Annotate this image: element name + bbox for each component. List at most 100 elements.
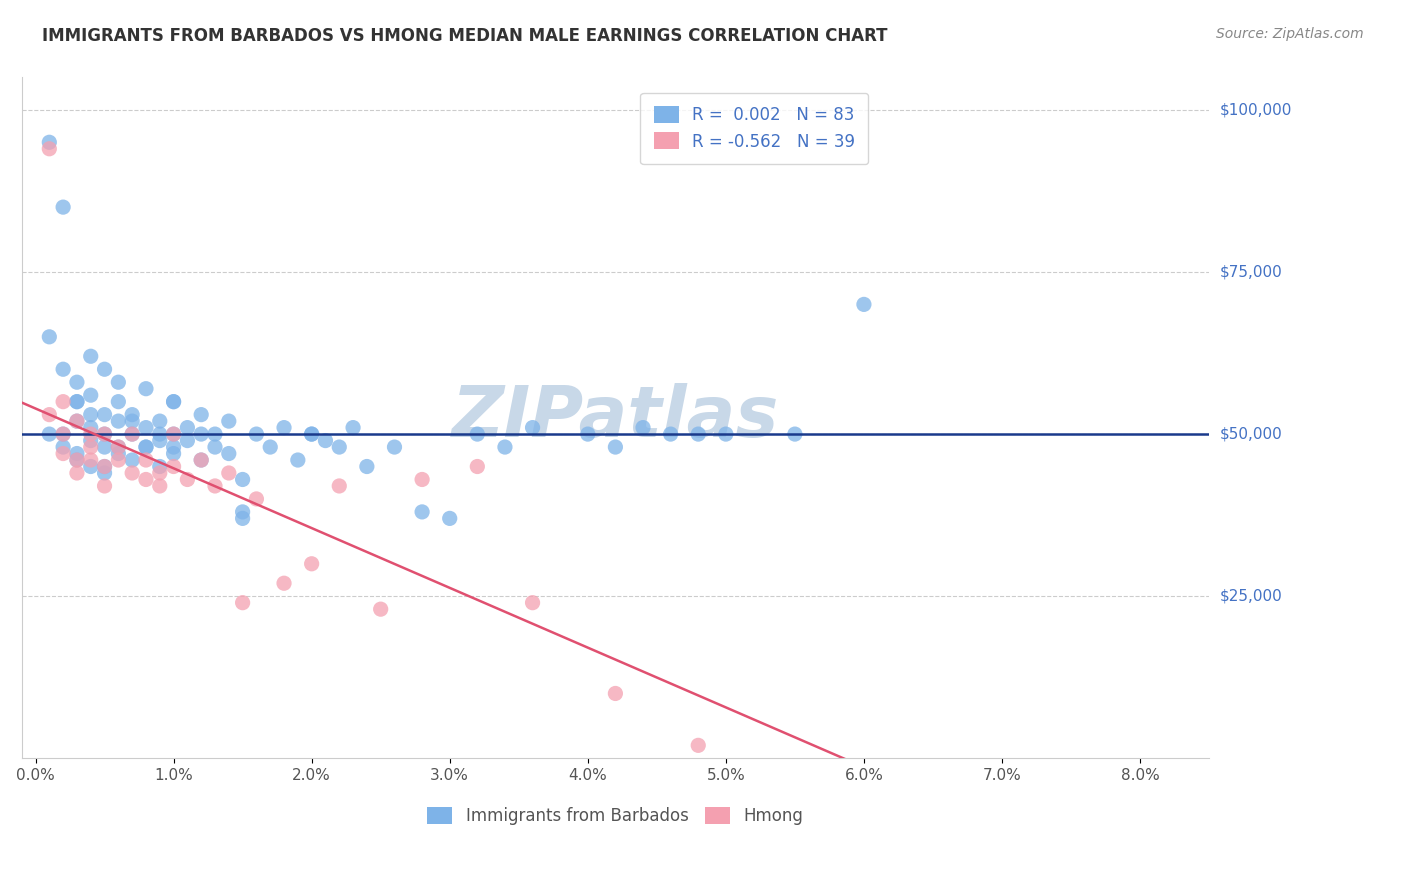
Text: IMMIGRANTS FROM BARBADOS VS HMONG MEDIAN MALE EARNINGS CORRELATION CHART: IMMIGRANTS FROM BARBADOS VS HMONG MEDIAN… [42,27,887,45]
Point [301,427,323,442]
Point [301,427,323,442]
Text: $25,000: $25,000 [1220,589,1282,604]
Point [80,420,103,434]
Point [232,505,254,519]
Point [107,414,129,428]
Point [52,446,75,460]
Point [218,446,240,460]
Legend: Immigrants from Barbados, Hmong: Immigrants from Barbados, Hmong [420,800,810,831]
Point [107,440,129,454]
Point [162,394,184,409]
Point [93,459,115,474]
Point [852,297,875,311]
Point [93,459,115,474]
Point [80,349,103,363]
Text: $75,000: $75,000 [1220,264,1282,279]
Point [259,440,281,454]
Point [301,557,323,571]
Point [121,427,143,442]
Point [107,453,129,467]
Point [576,427,599,442]
Point [66,453,89,467]
Point [465,459,488,474]
Point [162,446,184,460]
Point [121,408,143,422]
Point [121,453,143,467]
Text: ZIPatlas: ZIPatlas [451,384,779,452]
Point [80,440,103,454]
Point [80,388,103,402]
Point [605,440,627,454]
Point [149,427,172,442]
Point [52,394,75,409]
Point [204,479,226,493]
Text: $50,000: $50,000 [1220,426,1282,442]
Point [93,479,115,493]
Point [38,142,60,156]
Point [149,434,172,448]
Point [342,420,364,434]
Point [411,505,433,519]
Point [66,453,89,467]
Point [605,686,627,700]
Point [162,427,184,442]
Point [135,440,157,454]
Point [659,427,682,442]
Point [135,420,157,434]
Point [66,414,89,428]
Text: $100,000: $100,000 [1220,103,1292,118]
Point [149,414,172,428]
Point [93,427,115,442]
Point [80,427,103,442]
Point [176,473,198,487]
Point [356,459,378,474]
Point [93,466,115,480]
Point [465,427,488,442]
Point [162,394,184,409]
Point [38,408,60,422]
Point [107,394,129,409]
Point [176,434,198,448]
Text: Source: ZipAtlas.com: Source: ZipAtlas.com [1216,27,1364,41]
Point [135,473,157,487]
Point [135,382,157,396]
Point [66,446,89,460]
Point [38,136,60,150]
Point [273,420,295,434]
Point [384,440,406,454]
Point [162,459,184,474]
Point [52,362,75,376]
Point [80,408,103,422]
Point [370,602,392,616]
Point [190,408,212,422]
Point [190,427,212,442]
Point [494,440,516,454]
Point [66,394,89,409]
Point [149,459,172,474]
Point [328,479,350,493]
Point [204,427,226,442]
Point [688,739,710,753]
Point [93,440,115,454]
Point [80,434,103,448]
Point [162,427,184,442]
Point [631,420,654,434]
Point [52,200,75,214]
Point [149,479,172,493]
Point [232,511,254,525]
Point [38,427,60,442]
Point [93,408,115,422]
Point [52,427,75,442]
Point [80,453,103,467]
Point [52,427,75,442]
Point [218,466,240,480]
Point [107,375,129,389]
Point [121,427,143,442]
Point [107,446,129,460]
Point [135,440,157,454]
Point [328,440,350,454]
Point [121,466,143,480]
Point [232,596,254,610]
Point [190,453,212,467]
Point [232,473,254,487]
